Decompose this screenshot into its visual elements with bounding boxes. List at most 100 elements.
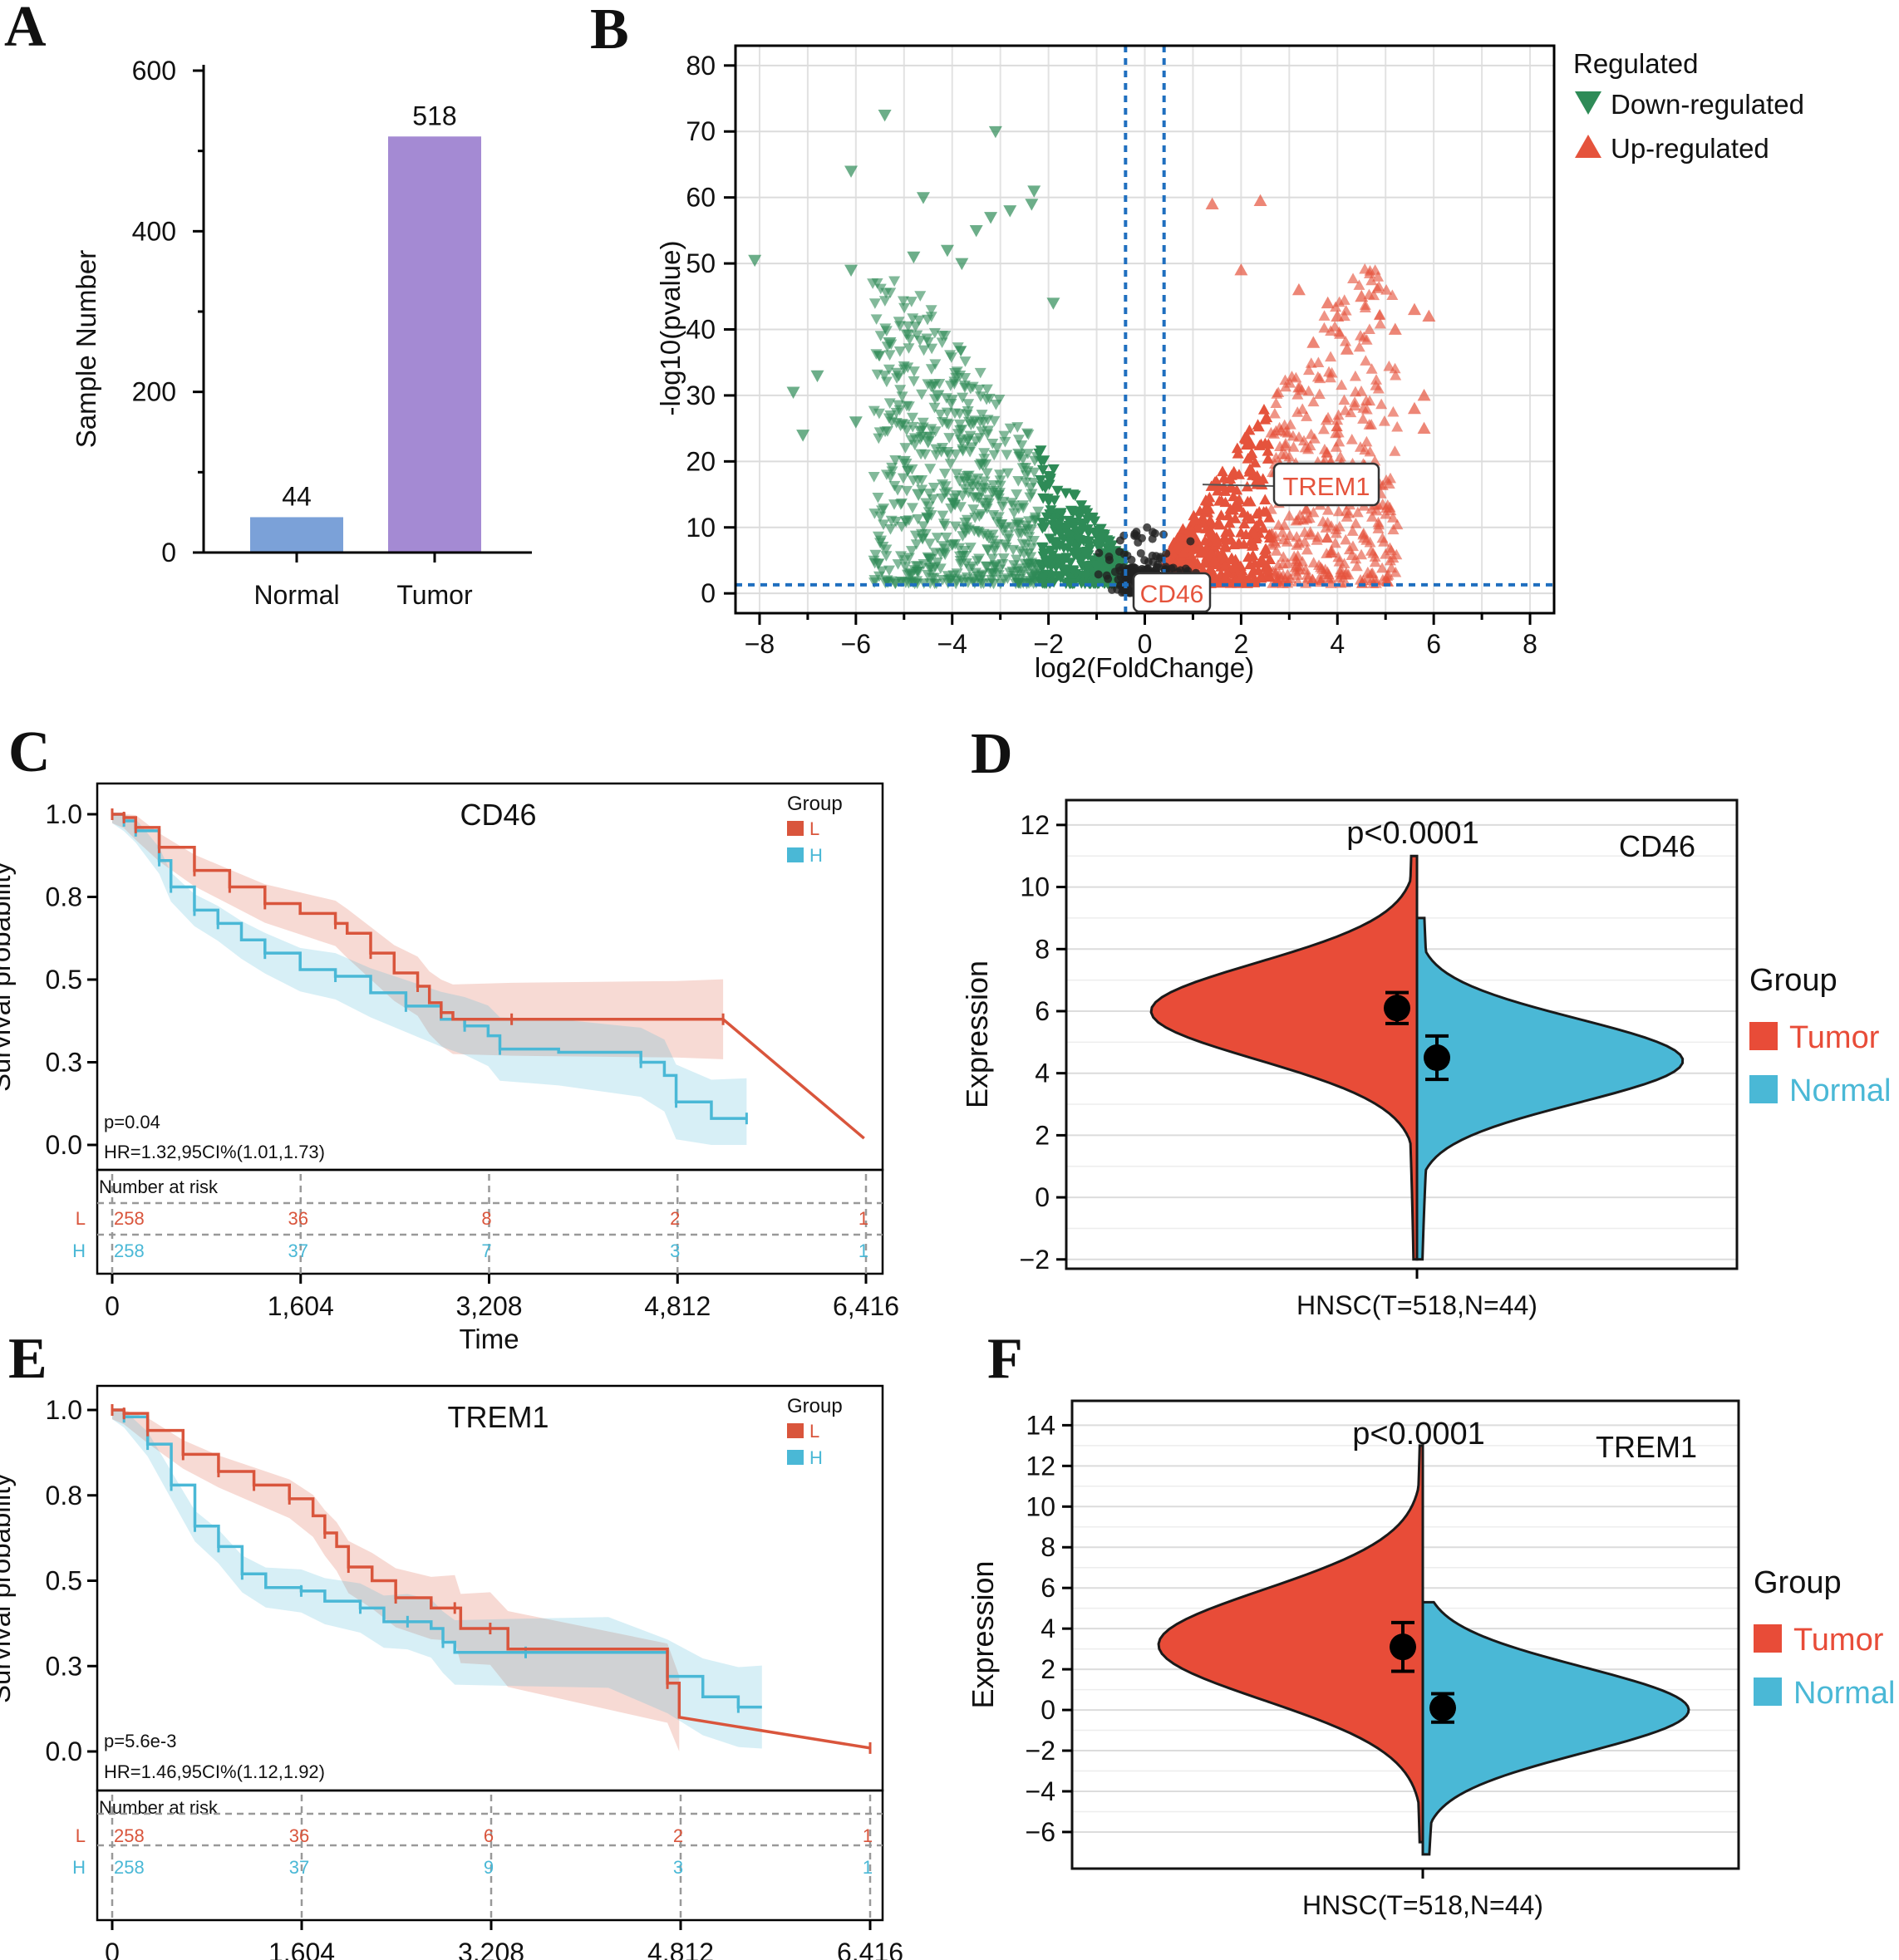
down-regulated-point <box>980 501 992 512</box>
up-regulated-point <box>1208 554 1221 565</box>
y-tick-label: 30 <box>686 381 716 410</box>
risk-value-h: 258 <box>114 1240 145 1261</box>
down-regulated-point <box>891 373 903 384</box>
down-regulated-point <box>943 433 956 444</box>
not-significant-point <box>1150 528 1159 538</box>
up-regulated-point <box>1290 371 1302 383</box>
risk-table-title: Number at risk <box>99 1176 219 1197</box>
down-regulated-point <box>1081 514 1094 526</box>
p-value-annotation: p<0.0001 <box>1352 1417 1485 1452</box>
legend-h-swatch <box>787 1450 804 1465</box>
down-regulated-point <box>908 376 920 387</box>
down-regulated-point <box>898 302 911 314</box>
legend-up-marker <box>1575 135 1601 158</box>
not-significant-point <box>1095 548 1104 558</box>
y-axis-label: Expression <box>966 1560 1000 1708</box>
up-regulated-point <box>1383 360 1395 371</box>
up-regulated-point <box>1306 336 1321 348</box>
down-regulated-point <box>1000 523 1012 533</box>
legend-up-label: Up-regulated <box>1611 133 1769 164</box>
down-regulated-point <box>1004 567 1016 579</box>
down-regulated-point <box>886 462 898 474</box>
not-significant-point <box>1140 556 1149 565</box>
down-regulated-point <box>999 436 1011 448</box>
up-regulated-point <box>1331 414 1344 425</box>
y-tick-label: 200 <box>132 377 176 407</box>
down-regulated-point <box>880 326 893 336</box>
down-regulated-point <box>955 258 969 271</box>
down-regulated-point <box>977 528 990 540</box>
up-regulated-point <box>1360 395 1372 405</box>
not-significant-point <box>1152 563 1161 572</box>
down-regulated-point <box>913 315 925 327</box>
down-regulated-point <box>1036 542 1048 553</box>
up-regulated-point <box>1231 442 1243 454</box>
down-regulated-point <box>903 343 915 354</box>
up-regulated-point <box>1301 513 1313 524</box>
up-regulated-point <box>1291 406 1304 417</box>
y-tick-label: 6 <box>1041 1573 1055 1603</box>
y-tick-label: 70 <box>686 116 716 146</box>
down-regulated-point <box>950 576 962 587</box>
down-regulated-point <box>976 410 988 420</box>
y-tick-label: 20 <box>686 446 716 476</box>
down-regulated-point <box>958 484 971 495</box>
up-regulated-point <box>1272 386 1285 397</box>
down-regulated-point <box>953 419 966 430</box>
annotation-box <box>1132 572 1212 613</box>
up-regulated-point <box>1291 282 1306 296</box>
up-regulated-point <box>1222 509 1234 521</box>
up-regulated-point <box>1262 445 1274 456</box>
down-regulated-point <box>937 479 949 490</box>
up-regulated-point <box>1223 517 1236 528</box>
down-regulated-point <box>1066 565 1079 577</box>
risk-row-label-l: L <box>76 1825 86 1846</box>
x-tick-label: 2 <box>1233 629 1248 659</box>
down-regulated-point <box>994 475 1006 487</box>
down-regulated-point <box>884 524 897 535</box>
down-regulated-point <box>926 343 938 355</box>
up-regulated-point <box>1264 553 1277 565</box>
down-regulated-point <box>1069 490 1081 502</box>
hazard-ratio-text: HR=1.32,95CI%(1.01,1.73) <box>104 1142 325 1162</box>
x-tick-label: 0 <box>105 1291 120 1321</box>
legend-l-label: L <box>809 818 819 839</box>
y-tick-label: 2 <box>1035 1120 1050 1150</box>
up-regulated-point <box>1365 274 1378 286</box>
up-regulated-point <box>1249 456 1262 468</box>
panel-label-e: E <box>8 1327 47 1391</box>
up-regulated-point <box>1333 326 1346 337</box>
up-regulated-point <box>1365 419 1378 430</box>
up-regulated-point <box>1329 321 1341 332</box>
annotation-trem1: TREM1 <box>1282 472 1370 501</box>
down-regulated-point <box>873 427 886 438</box>
down-regulated-point <box>924 578 937 589</box>
not-significant-point <box>1143 523 1152 532</box>
down-regulated-point <box>919 528 932 540</box>
down-regulated-point <box>916 192 930 204</box>
up-regulated-point <box>1274 440 1286 452</box>
y-tick-label: −6 <box>1026 1817 1055 1847</box>
down-regulated-point <box>1027 478 1040 489</box>
down-regulated-point <box>972 473 984 484</box>
down-regulated-point <box>940 532 952 543</box>
up-regulated-point <box>1229 513 1242 523</box>
down-regulated-point <box>874 331 887 341</box>
down-regulated-point <box>1036 464 1049 476</box>
mean-point-normal <box>1424 1044 1450 1072</box>
up-regulated-point <box>1305 528 1317 540</box>
up-regulated-point <box>1390 548 1403 560</box>
legend-tumor-label: Tumor <box>1793 1623 1884 1658</box>
down-regulated-point <box>1021 523 1034 535</box>
up-regulated-point <box>1391 420 1404 432</box>
up-regulated-point <box>1347 273 1360 284</box>
down-regulated-point <box>873 433 885 445</box>
risk-value-h: 3 <box>670 1240 680 1261</box>
y-tick-label: 2 <box>1041 1654 1055 1684</box>
down-regulated-point <box>925 364 937 375</box>
up-regulated-point <box>1353 279 1365 290</box>
up-regulated-point <box>1385 504 1397 516</box>
down-regulated-point <box>969 513 981 523</box>
up-regulated-point <box>1287 441 1300 452</box>
